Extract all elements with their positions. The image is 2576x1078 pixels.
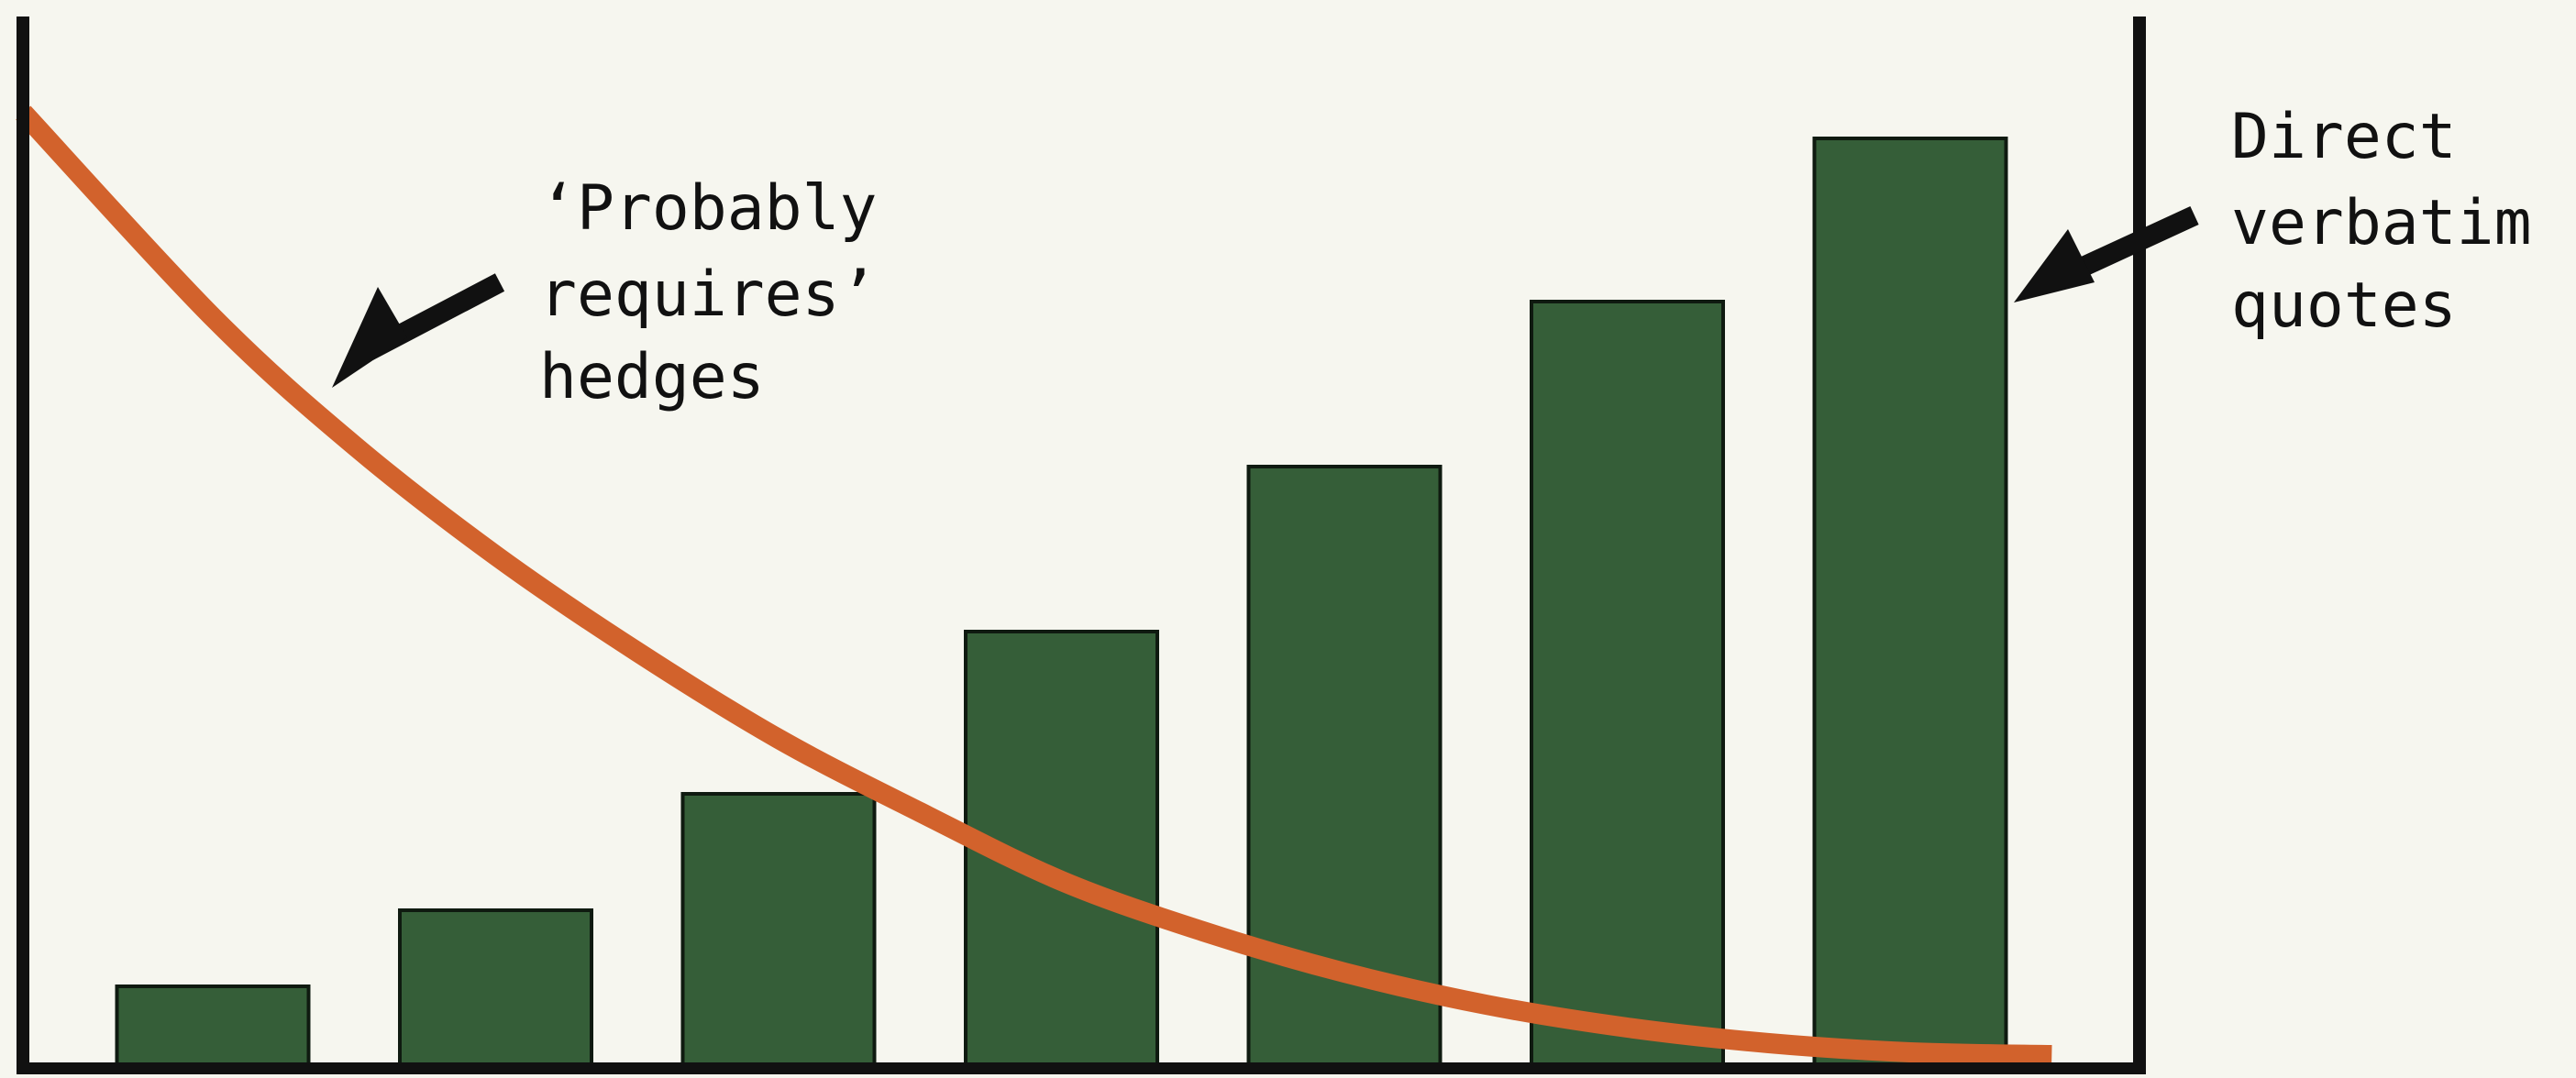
quotes-annotation-line-1: Direct bbox=[2231, 101, 2457, 173]
hedges-arrow-head bbox=[332, 287, 407, 388]
hedges-arrow bbox=[332, 273, 505, 388]
hedges-annotation-line-1: ‘Probably bbox=[539, 172, 877, 245]
quotes-annotation-line-2: verbatim bbox=[2231, 187, 2532, 259]
hedges-curve bbox=[16, 105, 2052, 1065]
hedges-annotation-line-2: requires’ bbox=[539, 258, 877, 331]
quotes-arrow bbox=[2014, 206, 2199, 302]
quotes-arrow-head bbox=[2014, 229, 2095, 302]
annotations-layer: ‘Probably requires’ hedges Direct verbat… bbox=[539, 101, 2532, 413]
bar-6 bbox=[1530, 300, 1725, 1071]
bars-layer bbox=[115, 137, 2008, 1071]
bar-3 bbox=[680, 792, 877, 1071]
axes-layer bbox=[17, 16, 2146, 1075]
line-layer bbox=[16, 105, 2052, 1065]
arrows-layer bbox=[332, 206, 2199, 388]
bar-2 bbox=[398, 908, 593, 1071]
bar-7 bbox=[1812, 137, 2008, 1071]
bar-1 bbox=[115, 984, 311, 1071]
quotes-annotation-line-3: quotes bbox=[2231, 270, 2457, 342]
hedges-annotation-line-3: hedges bbox=[539, 341, 765, 413]
